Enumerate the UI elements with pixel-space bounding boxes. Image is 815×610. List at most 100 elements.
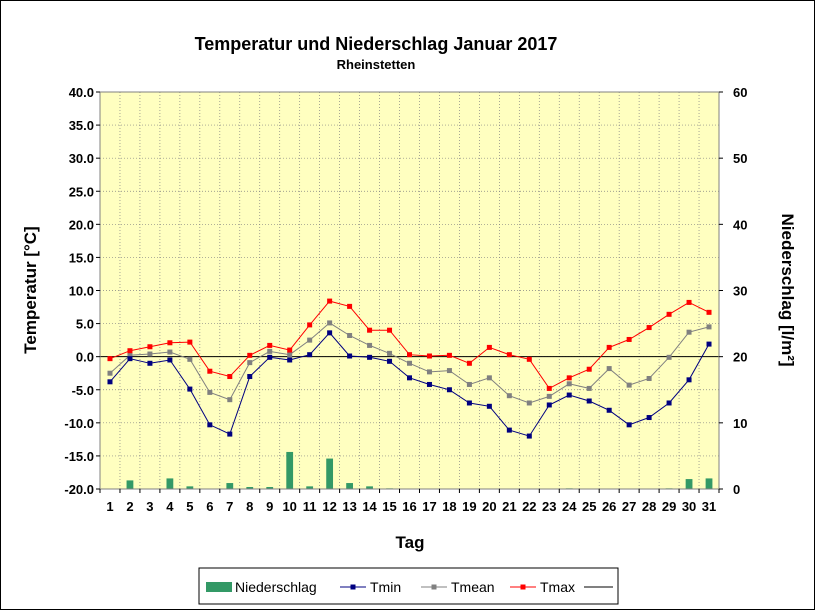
x-tick-label: 23: [542, 499, 556, 514]
y-axis-label: Temperatur [°C]: [21, 226, 40, 353]
point-tmean: [347, 332, 353, 338]
point-tmean: [367, 342, 373, 348]
y-tick-label: 15.0: [69, 250, 94, 265]
point-tmax: [327, 298, 333, 304]
point-tmax: [666, 311, 672, 317]
x-tick-label: 11: [303, 499, 317, 514]
point-tmean: [666, 354, 672, 360]
y2-axis-label: Niederschlag [l/m²]: [778, 213, 797, 366]
point-tmean: [426, 369, 432, 375]
point-tmean: [586, 385, 592, 391]
point-tmax: [147, 344, 153, 350]
x-tick-label: 16: [402, 499, 416, 514]
point-tmax: [207, 368, 213, 374]
point-tmean: [187, 356, 193, 362]
point-tmax: [307, 322, 313, 328]
point-tmean: [446, 368, 452, 374]
point-tmean: [207, 389, 213, 395]
point-tmax: [486, 344, 492, 350]
point-tmax: [606, 344, 612, 350]
point-tmin: [187, 386, 193, 392]
x-tick-label: 4: [166, 499, 174, 514]
point-tmin: [387, 358, 393, 364]
point-tmax: [546, 385, 552, 391]
x-tick-label: 7: [226, 499, 233, 514]
x-tick-label: 15: [382, 499, 396, 514]
point-tmin: [167, 357, 173, 363]
point-tmean: [127, 352, 133, 358]
x-tick-label: 24: [562, 499, 577, 514]
point-tmax: [526, 356, 532, 362]
point-tmin: [426, 381, 432, 387]
legend: Niederschlag Tmin Tmean Tmax: [198, 567, 619, 605]
legend-label-tmin: Tmin: [370, 579, 401, 595]
chart-title: Temperatur und Niederschlag Januar 2017: [195, 34, 558, 54]
precipitation-bar: [266, 487, 274, 489]
point-tmean: [107, 370, 113, 376]
point-tmin: [127, 356, 133, 362]
x-tick-label: 14: [362, 499, 377, 514]
point-tmean: [466, 381, 472, 387]
point-tmean: [307, 337, 313, 343]
point-tmin: [207, 422, 213, 428]
y-tick-label: -20.0: [64, 482, 94, 497]
point-tmean: [526, 400, 532, 406]
point-tmin: [247, 374, 253, 380]
point-tmin: [606, 407, 612, 413]
point-tmean: [506, 393, 512, 399]
y2-tick-label: 0: [733, 482, 740, 497]
point-tmin: [227, 431, 233, 437]
point-tmax: [506, 352, 512, 358]
point-tmean: [147, 351, 153, 357]
point-tmax: [426, 353, 432, 359]
legend-label-tmax: Tmax: [540, 579, 575, 595]
point-tmin: [367, 354, 373, 360]
y2-tick-label: 10: [733, 416, 747, 431]
x-tick-label: 17: [422, 499, 436, 514]
x-tick-label: 9: [266, 499, 273, 514]
x-axis-label: Tag: [396, 533, 425, 552]
point-tmax: [107, 356, 113, 362]
point-tmax: [287, 347, 293, 353]
point-tmax: [407, 352, 412, 358]
point-tmin: [626, 422, 632, 428]
point-tmax: [347, 303, 353, 309]
point-tmax: [187, 339, 193, 345]
legend-marker-tmax: [520, 584, 526, 590]
y-tick-label: -5.0: [72, 383, 94, 398]
x-tick-label: 21: [502, 499, 516, 514]
precipitation-bar: [126, 480, 134, 489]
point-tmax: [686, 299, 692, 305]
point-tmax: [267, 342, 273, 348]
x-tick-label: 31: [702, 499, 716, 514]
legend-box: [198, 567, 619, 605]
point-tmin: [506, 427, 512, 433]
y2-tick-label: 60: [733, 85, 747, 100]
point-tmin: [147, 360, 153, 366]
x-axis-ticks: 1 2 3 4 5 6 7 8 9 10 11 12 13 14 15 16 17 18 19 20 21 22 23 24 2…: [99, 489, 720, 514]
point-tmax: [466, 360, 472, 366]
point-tmin: [347, 353, 353, 359]
point-tmean: [646, 376, 652, 382]
y-tick-label: -15.0: [64, 449, 94, 464]
point-tmax: [706, 309, 712, 315]
y-tick-label: 10.0: [69, 284, 94, 299]
point-tmean: [566, 381, 572, 387]
y2-tick-label: 40: [733, 217, 747, 232]
point-tmean: [606, 366, 612, 372]
point-tmin: [267, 354, 273, 360]
point-tmin: [486, 403, 492, 409]
point-tmean: [546, 393, 552, 399]
precipitation-bar: [166, 478, 174, 489]
point-tmin: [466, 400, 472, 406]
point-tmin: [546, 402, 552, 408]
point-tmax: [367, 327, 373, 333]
x-tick-label: 27: [622, 499, 636, 514]
x-tick-label: 13: [342, 499, 356, 514]
y-tick-label: -10.0: [64, 416, 94, 431]
y2-tick-label: 30: [733, 284, 747, 299]
precipitation-bar: [246, 487, 254, 489]
x-tick-label: 18: [442, 499, 456, 514]
point-tmean: [327, 320, 333, 326]
